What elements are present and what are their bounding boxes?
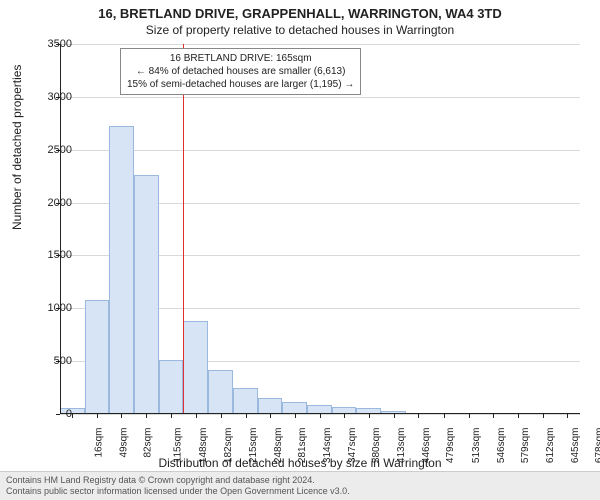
xtick-mark (221, 414, 222, 418)
xtick-mark (171, 414, 172, 418)
xtick-label: 182sqm (223, 428, 234, 464)
ytick-label: 3500 (32, 38, 72, 50)
xtick-label: 115sqm (172, 428, 183, 463)
x-axis-line (60, 413, 580, 414)
footer-line1: Contains HM Land Registry data © Crown c… (6, 475, 594, 486)
gridline (60, 44, 580, 45)
gridline (60, 97, 580, 98)
xtick-label: 215sqm (248, 428, 259, 464)
xtick-mark (72, 414, 73, 418)
xtick-mark (146, 414, 147, 418)
xtick-label: 248sqm (273, 428, 284, 464)
chart-title-main: 16, BRETLAND DRIVE, GRAPPENHALL, WARRING… (0, 0, 600, 21)
ytick-label: 1000 (32, 302, 72, 314)
xtick-mark (543, 414, 544, 418)
xtick-mark (444, 414, 445, 418)
xtick-mark (493, 414, 494, 418)
plot-area: 16 BRETLAND DRIVE: 165sqm ← 84% of detac… (60, 44, 580, 414)
annotation-line2: ← 84% of detached houses are smaller (6,… (127, 65, 354, 78)
property-marker-line (183, 44, 184, 414)
chart-container: { "title_main": "16, BRETLAND DRIVE, GRA… (0, 0, 600, 500)
xtick-label: 479sqm (445, 428, 456, 464)
xtick-label: 612sqm (545, 428, 556, 464)
xtick-label: 49sqm (118, 428, 129, 458)
xtick-mark (369, 414, 370, 418)
annotation-box: 16 BRETLAND DRIVE: 165sqm ← 84% of detac… (120, 48, 361, 95)
xtick-label: 645sqm (570, 428, 581, 464)
histogram-bar (85, 300, 110, 414)
ytick-label: 500 (32, 355, 72, 367)
xtick-label: 16sqm (93, 428, 104, 458)
xtick-mark (394, 414, 395, 418)
xtick-mark (97, 414, 98, 418)
histogram-bar (134, 175, 159, 414)
annotation-line1: 16 BRETLAND DRIVE: 165sqm (127, 52, 354, 65)
ytick-label: 3000 (32, 91, 72, 103)
y-axis-label: Number of detached properties (10, 65, 24, 230)
xtick-mark (246, 414, 247, 418)
xtick-mark (518, 414, 519, 418)
xtick-mark (121, 414, 122, 418)
xtick-mark (344, 414, 345, 418)
histogram-bar (258, 398, 283, 414)
ytick-label: 0 (32, 408, 72, 420)
plot-background (60, 44, 580, 414)
ytick-label: 1500 (32, 249, 72, 261)
xtick-label: 347sqm (347, 428, 358, 464)
ytick-label: 2000 (32, 197, 72, 209)
gridline (60, 150, 580, 151)
xtick-label: 546sqm (496, 428, 507, 464)
xtick-mark (418, 414, 419, 418)
chart-title-sub: Size of property relative to detached ho… (0, 21, 600, 37)
footer-line2: Contains public sector information licen… (6, 486, 594, 497)
histogram-bar (208, 370, 233, 414)
xtick-label: 446sqm (421, 428, 432, 464)
xtick-label: 413sqm (396, 428, 407, 464)
xtick-label: 513sqm (471, 428, 482, 464)
xtick-mark (320, 414, 321, 418)
xtick-mark (567, 414, 568, 418)
xtick-mark (295, 414, 296, 418)
xtick-mark (469, 414, 470, 418)
histogram-bar (233, 388, 258, 414)
xtick-label: 678sqm (594, 428, 600, 464)
xtick-label: 380sqm (371, 428, 382, 464)
attribution-footer: Contains HM Land Registry data © Crown c… (0, 471, 600, 500)
xtick-label: 281sqm (297, 428, 308, 464)
histogram-bar (183, 321, 208, 414)
xtick-mark (196, 414, 197, 418)
histogram-bar (109, 126, 134, 414)
xtick-label: 579sqm (520, 428, 531, 464)
xtick-label: 314sqm (322, 428, 333, 464)
xtick-label: 148sqm (198, 428, 209, 464)
xtick-mark (270, 414, 271, 418)
ytick-label: 2500 (32, 144, 72, 156)
annotation-line3: 15% of semi-detached houses are larger (… (127, 78, 354, 91)
xtick-label: 82sqm (143, 428, 154, 458)
histogram-bar (159, 360, 184, 414)
